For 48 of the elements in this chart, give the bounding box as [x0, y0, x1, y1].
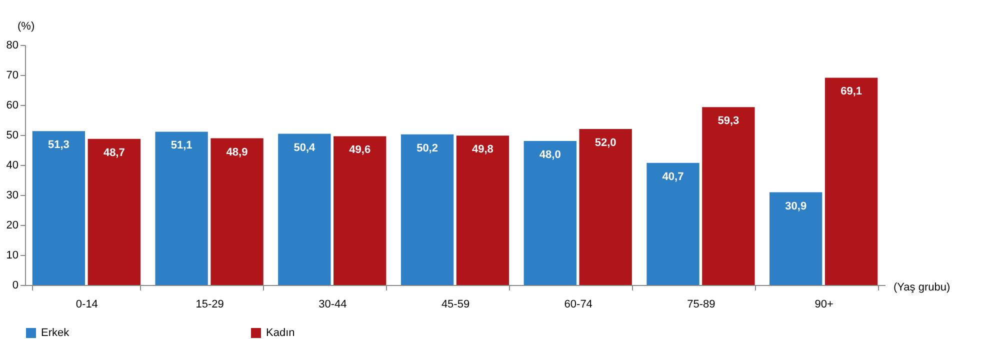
bar [646, 162, 700, 285]
data-label: 48,9 [226, 146, 248, 158]
y-tick-label: 20 [6, 220, 18, 232]
data-label: 59,3 [718, 115, 740, 128]
bar [579, 129, 632, 285]
bar [32, 131, 86, 285]
data-label: 50,4 [294, 142, 316, 154]
x-tick-label: 90+ [814, 298, 834, 310]
data-label: 30,9 [785, 200, 807, 212]
data-label: 52,0 [594, 137, 616, 149]
data-label: 50,2 [416, 142, 438, 154]
data-label: 69,1 [840, 86, 862, 98]
y-tick-label: 0 [12, 280, 18, 292]
data-label: 48,0 [539, 149, 561, 161]
x-tick-label: 60-74 [564, 298, 592, 310]
bar [702, 107, 755, 285]
y-tick-label: 10 [6, 250, 18, 262]
data-label: 51,3 [48, 139, 70, 152]
y-tick-label: 50 [6, 130, 18, 142]
bar [770, 192, 822, 285]
bar [824, 78, 878, 285]
x-axis-title: (Yaş grubu) [894, 282, 950, 294]
y-axis-title: (%) [18, 20, 35, 32]
data-label: 49,6 [349, 144, 371, 156]
x-tick-label: 0-14 [76, 298, 98, 310]
bar [278, 134, 331, 285]
y-tick-label: 40 [6, 160, 18, 172]
bar [334, 136, 386, 285]
bar [210, 138, 264, 285]
bar [88, 138, 140, 285]
bar [524, 141, 576, 285]
y-tick-label: 60 [6, 100, 18, 112]
bar [155, 132, 208, 285]
legend-label: Erkek [41, 327, 70, 339]
bar [400, 134, 454, 285]
x-tick-label: 75-89 [687, 298, 716, 310]
data-label: 49,8 [472, 144, 494, 156]
data-label: 40,7 [662, 170, 684, 183]
y-tick-label: 80 [6, 40, 18, 52]
bar [456, 136, 510, 285]
x-tick-label: 30-44 [318, 298, 347, 310]
x-tick-label: 15-29 [196, 298, 224, 310]
data-label: 48,7 [103, 146, 125, 159]
x-tick-label: 45-59 [441, 298, 470, 310]
legend-label: Kadın [266, 327, 295, 339]
data-label: 51,1 [170, 140, 192, 152]
y-tick-label: 70 [6, 70, 18, 82]
y-tick-label: 30 [6, 190, 18, 202]
